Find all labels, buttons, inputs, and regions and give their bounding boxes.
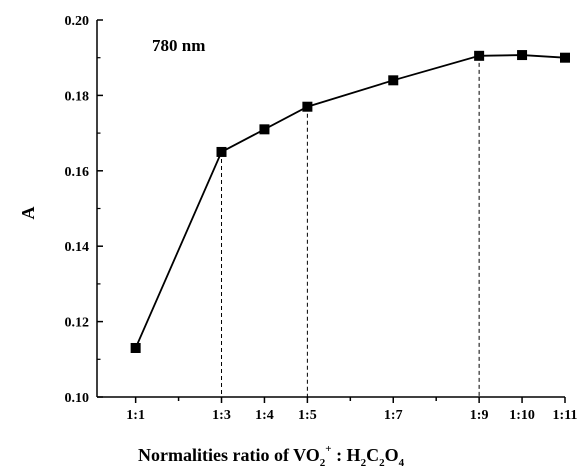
axes (96, 20, 565, 398)
series (130, 50, 570, 353)
y-tick-label: 0.18 (65, 89, 90, 104)
x-label-vo-superscript: + (325, 443, 331, 455)
y-axis-label: A (18, 207, 38, 220)
data-point (302, 101, 313, 112)
wavelength-annotation: 780 nm (152, 36, 205, 55)
x-tick-label: 1:5 (298, 408, 317, 423)
data-point (388, 75, 399, 86)
y-tick-label: 0.20 (65, 14, 90, 29)
x-label-h-subscript: 2 (361, 457, 367, 469)
x-tick-label: 1:10 (509, 408, 535, 423)
y-tick-label: 0.12 (65, 316, 90, 331)
x-label-o: O (385, 445, 399, 465)
series-line (134, 54, 566, 349)
x-label-prefix: Normalities ratio of VO (138, 445, 320, 465)
x-label-c: C (366, 445, 379, 465)
data-point (259, 124, 270, 135)
x-label-vo-subscript: 2 (320, 457, 326, 469)
y-tick-label: 0.10 (65, 391, 90, 406)
x-label-o-subscript: 4 (399, 457, 405, 469)
reference-lines (221, 55, 480, 397)
data-point (517, 50, 528, 61)
x-tick-label: 1:3 (212, 408, 231, 423)
x-tick-label: 1:11 (553, 408, 578, 423)
data-point (474, 50, 485, 61)
x-tick-label: 1:4 (255, 408, 274, 423)
x-tick-label: 1:7 (384, 408, 403, 423)
x-label-separator: : H (332, 445, 361, 465)
x-ticks: 1:1 1:3 1:4 1:5 1:7 1:9 1:10 1:11 (126, 397, 577, 423)
data-point (560, 52, 570, 63)
data-point (216, 146, 227, 157)
x-tick-label: 1:1 (126, 408, 145, 423)
data-point (130, 342, 141, 353)
x-label-c-subscript: 2 (379, 457, 385, 469)
y-tick-label: 0.14 (65, 240, 90, 255)
y-ticks: 0.10 0.12 0.14 0.16 0.18 0.20 (65, 14, 103, 406)
y-tick-label: 0.16 (65, 165, 90, 180)
x-tick-label: 1:9 (470, 408, 489, 423)
x-axis-label: Normalities ratio of VO2+ : H2C2O4 (138, 443, 405, 469)
